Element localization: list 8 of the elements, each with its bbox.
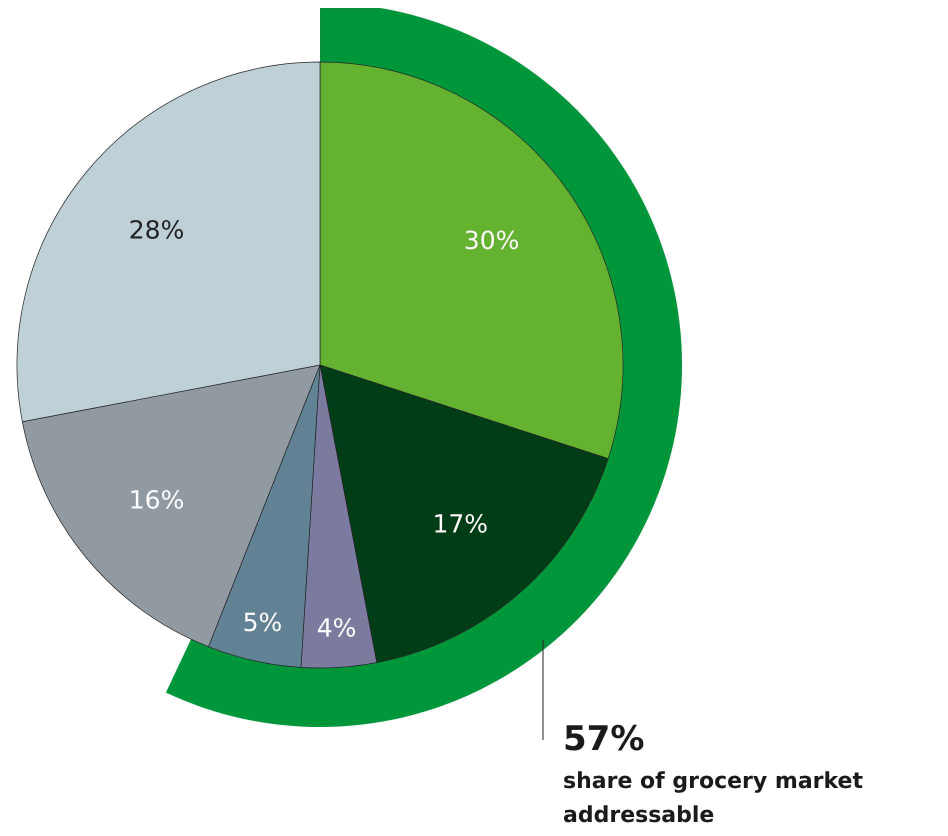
data-label: 5% <box>242 608 282 637</box>
data-label: 57% <box>563 719 644 759</box>
data-label: 28% <box>128 215 184 244</box>
data-label: 30% <box>464 226 520 255</box>
data-label: 17% <box>432 510 488 539</box>
data-label: 4% <box>316 614 356 643</box>
text: share of grocery market addressable <box>563 769 864 828</box>
data-label: 16% <box>128 486 184 515</box>
